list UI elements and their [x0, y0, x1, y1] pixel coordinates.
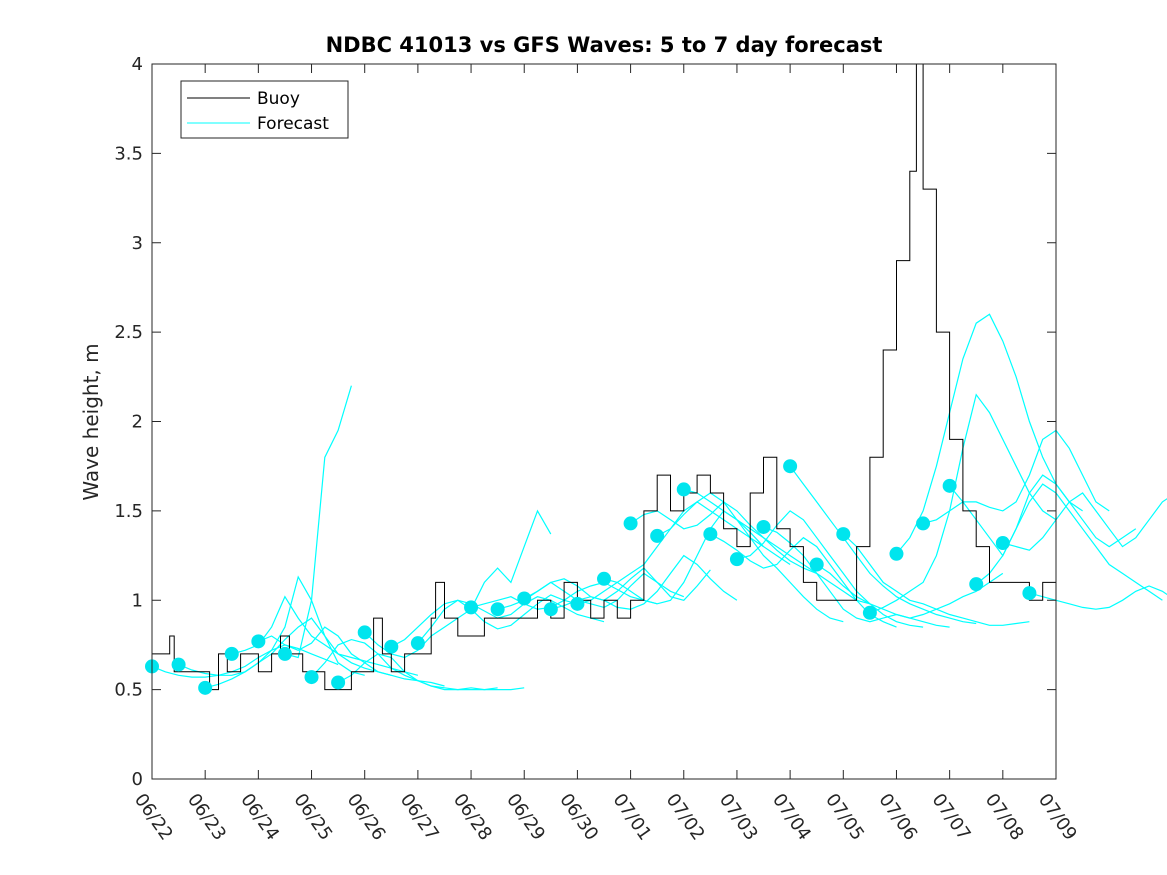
forecast-start-marker — [304, 670, 319, 685]
forecast-line — [417, 596, 605, 644]
forecast-line — [284, 385, 352, 659]
forecast-start-marker — [198, 680, 213, 695]
forecast-start-marker — [357, 625, 372, 640]
forecast-start-marker — [703, 527, 718, 542]
y-tick-label: 4 — [132, 54, 143, 75]
y-tick-label: 1.5 — [114, 501, 143, 522]
y-tick-label: 2 — [132, 412, 143, 433]
y-tick-label: 3 — [132, 233, 143, 254]
forecast-start-marker — [809, 557, 824, 572]
y-tick-label: 2.5 — [114, 322, 143, 343]
forecast-line — [151, 644, 339, 678]
forecast-start-marker — [676, 482, 691, 497]
y-tick-label: 1 — [132, 590, 143, 611]
forecast-line — [523, 567, 711, 601]
forecast-line — [337, 653, 525, 691]
y-axis-label: Wave height, m — [79, 343, 103, 500]
forecast-start-marker — [384, 639, 399, 654]
y-tick-label: 0 — [132, 769, 143, 790]
forecast-line — [603, 510, 791, 605]
forecast-line — [736, 510, 924, 628]
forecast-start-marker — [570, 596, 585, 611]
forecast-line — [1002, 492, 1167, 551]
forecast-start-marker — [942, 478, 957, 493]
forecast-start-marker — [597, 571, 611, 586]
forecast-start-marker — [783, 459, 798, 474]
forecast-start-marker — [277, 646, 292, 661]
forecast-line — [816, 564, 1004, 619]
legend-forecast-label: Forecast — [257, 114, 329, 134]
forecast-start-marker — [410, 636, 425, 651]
forecast-line — [842, 533, 1030, 626]
legend-buoy-label: Buoy — [257, 89, 300, 109]
forecast-line — [949, 474, 1137, 557]
forecast-start-marker — [995, 536, 1010, 551]
legend-box — [180, 80, 349, 139]
forecast-line — [763, 526, 950, 628]
forecast-start-marker — [623, 516, 638, 531]
forecast-start-marker — [729, 552, 744, 567]
forecast-line — [683, 488, 871, 605]
forecast-start-marker — [836, 527, 851, 542]
forecast-line — [789, 465, 977, 625]
plot-background — [152, 64, 1056, 779]
forecast-start-marker — [224, 646, 239, 661]
y-tick-label: 0.5 — [114, 680, 143, 701]
y-tick-label: 3.5 — [114, 143, 143, 164]
forecast-start-marker — [862, 605, 877, 620]
forecast-start-marker — [969, 577, 984, 592]
forecast-start-marker — [1022, 586, 1037, 601]
forecast-start-marker — [756, 519, 771, 534]
forecast-start-marker — [543, 602, 558, 617]
y-axis: 0 0.5 1 1.5 2 2.5 3 3.5 4 — [114, 54, 1056, 790]
chart-title: NDBC 41013 vs GFS Waves: 5 to 7 day fore… — [326, 33, 883, 57]
forecast-start-marker — [331, 675, 346, 690]
forecast-start-marker — [650, 528, 665, 543]
forecast-line — [896, 313, 1083, 555]
forecast-markers — [145, 459, 1037, 695]
buoy-series — [152, 63, 1057, 691]
forecast-start-marker — [490, 602, 505, 617]
forecast-start-marker — [889, 546, 904, 561]
forecast-start-marker — [251, 634, 266, 649]
forecast-start-marker — [916, 516, 931, 531]
forecast-start-marker — [517, 591, 532, 606]
buoy-line — [152, 63, 1057, 691]
forecast-line — [922, 429, 1110, 524]
forecast-line — [1029, 585, 1167, 610]
forecast-line — [311, 638, 498, 691]
plot-area — [145, 63, 1167, 780]
legend: Buoy Forecast — [180, 80, 349, 139]
forecast-start-marker — [464, 600, 479, 615]
forecast-start-marker — [171, 657, 186, 672]
